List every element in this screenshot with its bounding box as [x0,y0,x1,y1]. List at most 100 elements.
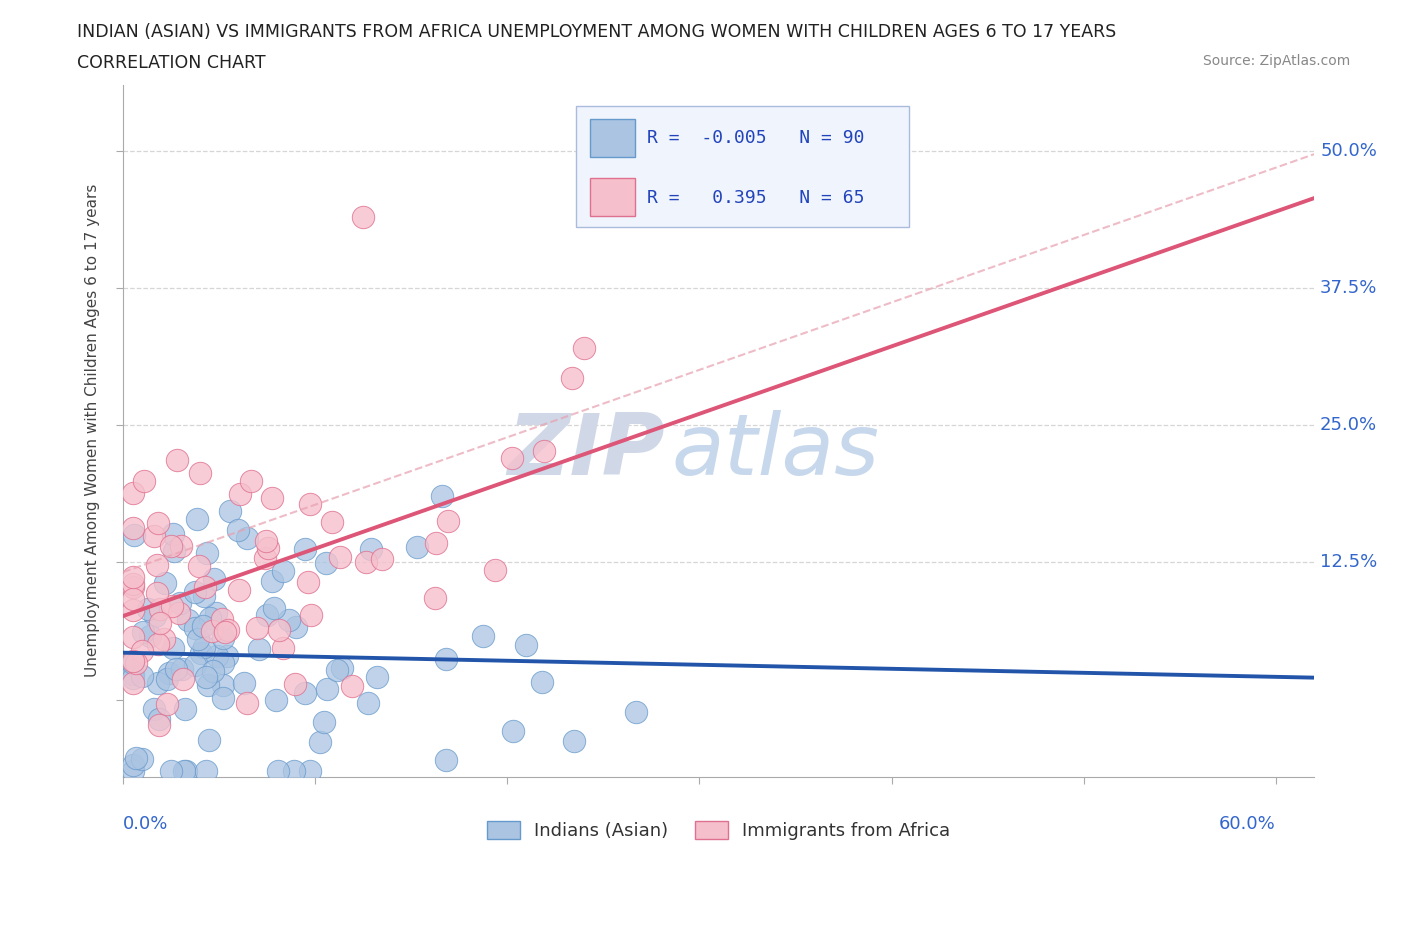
Point [405,539,427,554]
Point [370,552,392,567]
Point [173,764,195,778]
Point [246,620,269,635]
Point [125,656,148,671]
Text: INDIAN (ASIAN) VS IMMIGRANTS FROM AFRICA UNEMPLOYMENT AMONG WOMEN WITH CHILDREN : INDIAN (ASIAN) VS IMMIGRANTS FROM AFRICA… [77,23,1116,41]
Point [131,669,153,684]
Point [472,629,495,644]
Point [354,555,377,570]
Point [256,608,278,623]
Point [229,486,252,501]
Point [434,652,457,667]
Point [366,670,388,684]
Text: atlas: atlas [671,410,879,493]
Point [125,751,148,765]
Point [254,533,277,548]
Point [121,591,143,606]
Point [160,599,183,614]
Point [423,591,446,605]
Point [212,655,235,670]
Point [273,564,295,578]
Point [169,596,191,611]
Point [214,624,236,639]
Point [352,209,374,224]
Point [561,370,583,385]
Text: R =  -0.005   N = 90: R = -0.005 N = 90 [647,129,865,147]
Point [267,622,290,637]
Point [121,671,143,685]
Point [191,618,214,633]
Point [170,538,193,553]
Point [430,488,453,503]
Point [187,559,209,574]
FancyBboxPatch shape [591,119,636,157]
Point [152,631,174,646]
Point [165,662,187,677]
Point [157,666,180,681]
Point [121,757,143,772]
Text: R =   0.395   N = 65: R = 0.395 N = 65 [647,189,865,206]
Point [176,612,198,627]
Point [160,764,183,778]
Point [166,453,188,468]
Point [186,512,208,526]
Point [121,675,143,690]
Text: 25.0%: 25.0% [1320,416,1378,434]
Point [188,466,211,481]
Point [226,523,249,538]
Point [217,648,239,663]
Point [202,572,225,587]
Point [193,640,215,655]
Point [162,527,184,542]
Point [298,764,321,778]
Point [139,629,162,644]
Point [330,660,353,675]
Point [263,601,285,616]
Point [312,714,335,729]
Point [271,641,294,656]
Point [285,619,308,634]
Point [357,696,380,711]
Point [148,515,170,530]
Text: 60.0%: 60.0% [1219,816,1275,833]
Y-axis label: Unemployment Among Women with Children Ages 6 to 17 years: Unemployment Among Women with Children A… [86,184,100,677]
Text: 0.0%: 0.0% [124,816,169,833]
Point [163,544,186,559]
Point [211,631,233,645]
FancyBboxPatch shape [576,105,910,227]
Text: 50.0%: 50.0% [1320,141,1376,160]
Point [484,562,506,577]
Point [254,551,277,565]
Point [201,624,224,639]
Point [434,752,457,767]
Point [309,735,332,750]
Point [121,603,143,618]
Point [142,528,165,543]
Point [247,641,270,656]
Point [149,616,172,631]
Point [228,582,250,597]
Point [211,690,233,705]
Point [502,724,524,738]
Point [174,764,197,778]
Point [340,679,363,694]
Point [121,654,143,669]
Point [122,527,145,542]
Point [190,646,212,661]
Point [148,637,170,652]
Point [198,733,221,748]
FancyBboxPatch shape [591,179,636,216]
Text: Source: ZipAtlas.com: Source: ZipAtlas.com [1202,54,1350,68]
Point [195,670,218,684]
Point [197,678,219,693]
Point [240,473,263,488]
Point [195,546,218,561]
Point [298,497,321,512]
Point [211,612,233,627]
Point [260,491,283,506]
Point [360,541,382,556]
Text: 12.5%: 12.5% [1320,553,1378,571]
Point [174,702,197,717]
Point [121,630,143,644]
Point [297,575,319,590]
Point [533,444,555,458]
